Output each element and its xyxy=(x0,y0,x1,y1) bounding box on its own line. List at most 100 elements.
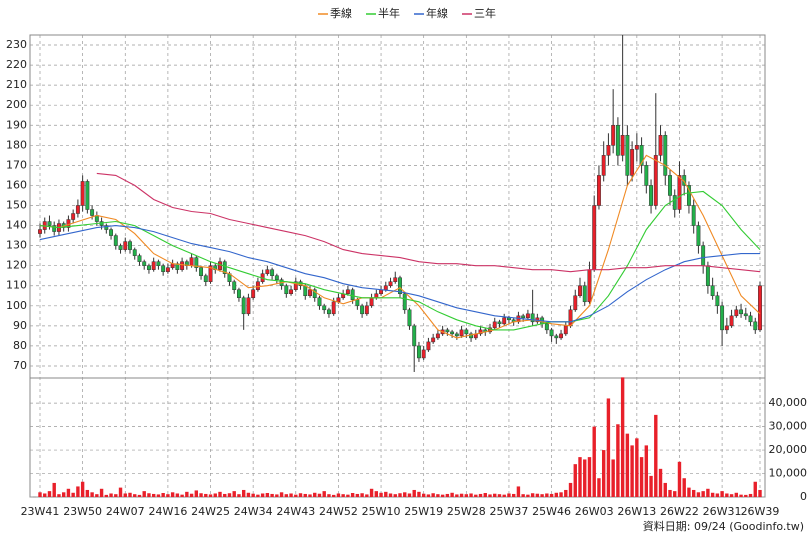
volume-bar xyxy=(725,493,729,497)
volume-bar xyxy=(270,493,274,497)
volume-bar xyxy=(592,426,596,497)
candle-body xyxy=(189,257,194,266)
candle-body xyxy=(303,285,308,297)
candle-body xyxy=(218,261,222,270)
x-tick-label: 25W28 xyxy=(447,505,486,518)
candle-body xyxy=(374,293,379,299)
y-tick-label: 230 xyxy=(6,38,27,51)
candle-body xyxy=(469,333,474,339)
candle-body xyxy=(701,245,706,266)
volume-bar xyxy=(710,492,715,497)
candle-body xyxy=(729,315,734,327)
candle-body xyxy=(52,225,57,232)
y-tick-label: 110 xyxy=(6,279,27,292)
candle-body xyxy=(355,299,360,307)
candle-body xyxy=(360,305,365,315)
volume-bar xyxy=(223,493,227,497)
volume-bar xyxy=(388,493,393,497)
volume-bar xyxy=(426,494,431,497)
candle-body xyxy=(663,135,668,176)
x-tick-label: 25W19 xyxy=(404,505,443,518)
legend-label: 半年 xyxy=(378,6,400,20)
candle-body xyxy=(625,135,630,176)
volume-bar xyxy=(417,491,421,497)
volume-bar xyxy=(549,493,554,497)
y2-tick-label: 40,000 xyxy=(769,396,808,409)
candle-body xyxy=(398,277,402,295)
volume-bar xyxy=(497,494,502,497)
volume-bar xyxy=(99,488,104,497)
volume-bar xyxy=(118,487,123,497)
candle-body xyxy=(165,267,170,272)
volume-bar xyxy=(597,478,601,497)
candle-body xyxy=(715,295,720,307)
legend-label: 三年 xyxy=(474,6,496,20)
volume-bar xyxy=(459,493,464,497)
volume-bar xyxy=(630,445,634,497)
volume-bar xyxy=(573,464,577,497)
candle-body xyxy=(478,329,483,335)
y2-tick-label: 10,000 xyxy=(769,467,808,480)
volume-bar xyxy=(540,494,544,497)
volume-bar xyxy=(583,459,587,497)
x-tick-label: 26W13 xyxy=(617,505,656,518)
x-tick-label: 26W39 xyxy=(741,505,780,518)
candle-body xyxy=(251,289,256,299)
volume-bar xyxy=(379,492,383,497)
volume-bar xyxy=(649,475,653,497)
candle-body xyxy=(104,225,109,230)
volume-bar xyxy=(303,493,307,497)
volume-bar xyxy=(668,489,672,497)
y-tick-label: 190 xyxy=(6,118,27,131)
volume-bar xyxy=(57,494,61,497)
candle-body xyxy=(606,145,611,156)
x-tick-label: 24W34 xyxy=(234,505,273,518)
volume-bar xyxy=(43,493,47,497)
candle-body xyxy=(85,181,90,210)
volume-bar xyxy=(208,494,213,497)
volume-bar xyxy=(564,489,568,497)
y-tick-label: 100 xyxy=(6,299,27,312)
volume-bar xyxy=(493,493,497,497)
volume-bar xyxy=(398,493,402,497)
candle-body xyxy=(146,265,151,270)
candle-body xyxy=(497,321,502,325)
volume-bar xyxy=(90,492,94,497)
candle-body xyxy=(568,309,573,327)
volume-bar xyxy=(469,493,473,497)
candle-body xyxy=(658,135,663,156)
volume-bar xyxy=(625,433,630,497)
volume-bar xyxy=(578,457,582,497)
candle-body xyxy=(142,261,147,266)
candle-body xyxy=(222,261,227,274)
candle-body xyxy=(426,341,431,351)
source-note: 資料日期: 09/24 (Goodinfo.tw) xyxy=(643,519,804,533)
candle-body xyxy=(232,281,237,290)
volume-bar xyxy=(246,492,251,497)
volume-bar xyxy=(691,489,696,497)
candle-body xyxy=(644,165,649,186)
candle-body xyxy=(705,265,710,286)
candle-body xyxy=(559,333,564,339)
candle-body xyxy=(677,175,682,210)
volume-bar xyxy=(720,491,724,497)
candle-body xyxy=(639,145,644,166)
y-tick-label: 150 xyxy=(6,198,27,211)
x-tick-label: 24W52 xyxy=(319,505,358,518)
volume-bar xyxy=(151,493,156,497)
volume-bar xyxy=(753,481,757,497)
candle-body xyxy=(530,313,535,323)
candle-body xyxy=(123,241,128,250)
candle-body xyxy=(459,329,464,337)
x-tick-label: 26W31 xyxy=(703,505,742,518)
candle-body xyxy=(653,155,658,206)
volume-bar xyxy=(474,494,478,497)
volume-bar xyxy=(142,491,146,497)
candle-body xyxy=(255,281,260,290)
candle-body xyxy=(668,175,672,196)
candle-body xyxy=(383,285,388,290)
volume-bar xyxy=(374,491,379,497)
volume-bar xyxy=(175,493,180,497)
candle-body xyxy=(734,309,739,317)
y-tick-label: 120 xyxy=(6,259,27,272)
